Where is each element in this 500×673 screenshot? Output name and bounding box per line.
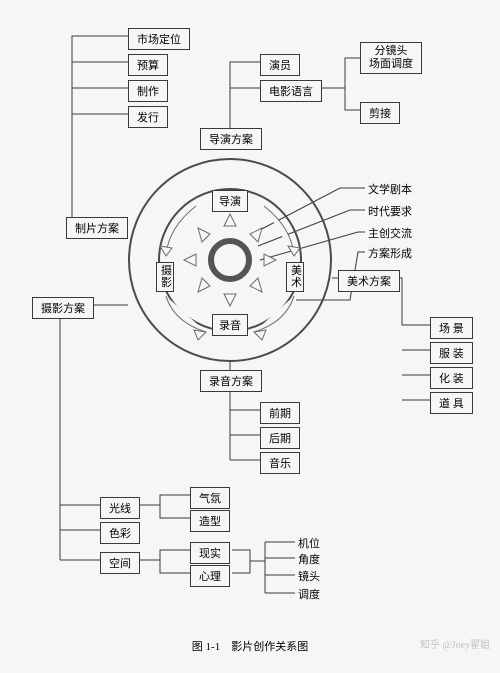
box-director-plan: 导演方案: [200, 128, 262, 150]
lbl-creative: 主创交流: [366, 225, 414, 241]
box-shape: 造型: [190, 510, 230, 532]
box-production: 制作: [128, 80, 168, 102]
box-scene: 场 景: [430, 317, 473, 339]
lbl-script: 文学剧本: [366, 181, 414, 197]
box-distribution: 发行: [128, 106, 168, 128]
box-actor: 演员: [260, 54, 300, 76]
box-space: 空间: [100, 552, 140, 574]
box-camera-plan: 摄影方案: [32, 297, 94, 319]
petal-director: 导演: [212, 190, 248, 212]
box-reality: 现实: [190, 542, 230, 564]
box-light: 光线: [100, 497, 140, 519]
petal-sound: 录音: [212, 314, 248, 336]
box-art-plan: 美术方案: [338, 270, 400, 292]
core-ring: [208, 238, 252, 282]
box-prop: 道 具: [430, 392, 473, 414]
box-film-language: 电影语言: [260, 80, 322, 102]
leaf-lens: 镜头: [296, 568, 322, 584]
petal-camera: 摄影: [156, 262, 174, 292]
box-costume: 服 装: [430, 342, 473, 364]
watermark: 知乎 @Joey翟姐: [420, 636, 490, 651]
box-music: 音乐: [260, 452, 300, 474]
box-makeup: 化 装: [430, 367, 473, 389]
box-post: 后期: [260, 427, 300, 449]
box-producer-plan: 制片方案: [66, 217, 128, 239]
leaf-pos: 机位: [296, 535, 322, 551]
box-pre: 前期: [260, 402, 300, 424]
leaf-angle: 角度: [296, 551, 322, 567]
box-market: 市场定位: [128, 28, 190, 50]
box-mood: 气氛: [190, 487, 230, 509]
box-storyboard: 分镜头场面调度: [360, 42, 422, 74]
box-budget: 预算: [128, 54, 168, 76]
lbl-formation: 方案形成: [366, 245, 414, 261]
lbl-era: 时代要求: [366, 203, 414, 219]
leaf-move: 调度: [296, 586, 322, 602]
petal-art: 美术: [286, 262, 304, 292]
box-psych: 心理: [190, 565, 230, 587]
box-tone: 色彩: [100, 522, 140, 544]
box-sound-plan: 录音方案: [200, 370, 262, 392]
box-editing: 剪接: [360, 102, 400, 124]
